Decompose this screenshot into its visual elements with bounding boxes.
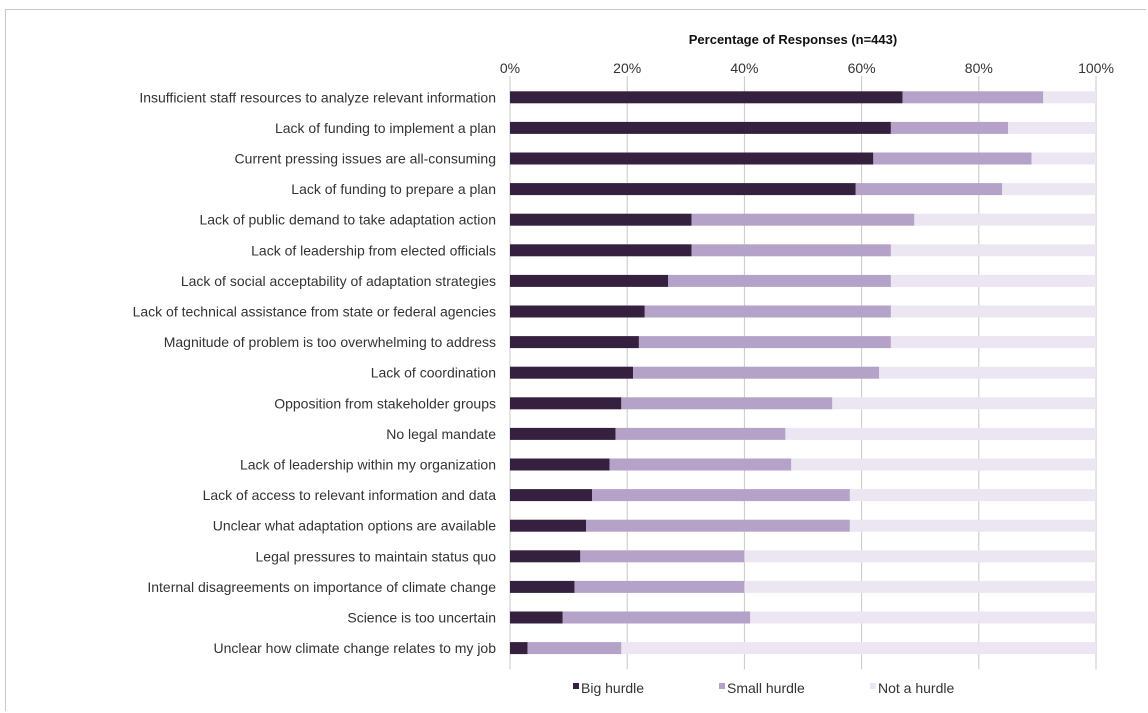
bar-big-hurdle (510, 274, 669, 287)
bar-not-a-hurdle (744, 550, 1096, 563)
bar-not-a-hurdle (849, 519, 1096, 532)
bar-small-hurdle (527, 642, 622, 655)
bar-not-a-hurdle (1031, 152, 1096, 165)
bar-not-a-hurdle (849, 489, 1096, 502)
legend-label: Big hurdle (581, 680, 644, 696)
bar-not-a-hurdle (914, 213, 1096, 226)
category-label: Unclear how climate change relates to my… (214, 640, 497, 656)
x-tick-label: 80% (965, 60, 993, 76)
legend-swatch (870, 683, 876, 689)
bar-not-a-hurdle (1002, 183, 1096, 196)
bar-small-hurdle (592, 489, 850, 502)
legend-swatch (573, 683, 579, 689)
bar-big-hurdle (510, 183, 856, 196)
legend-swatch (719, 683, 725, 689)
bar-big-hurdle (510, 121, 891, 134)
category-label: Lack of funding to prepare a plan (291, 181, 496, 197)
bar-big-hurdle (510, 519, 587, 532)
category-label: Internal disagreements on importance of … (147, 579, 496, 595)
bar-small-hurdle (855, 183, 1003, 196)
bar-not-a-hurdle (890, 274, 1096, 287)
bar-big-hurdle (510, 611, 563, 624)
chart-frame (5, 9, 1146, 711)
bar-small-hurdle (691, 213, 915, 226)
bar-small-hurdle (873, 152, 1032, 165)
bar-small-hurdle (609, 458, 792, 471)
x-tick-label: 40% (730, 60, 758, 76)
legend-label: Small hurdle (727, 680, 805, 696)
bar-big-hurdle (510, 458, 610, 471)
bar-small-hurdle (691, 244, 891, 257)
bar-small-hurdle (633, 366, 880, 379)
category-label: Lack of funding to implement a plan (275, 120, 496, 136)
category-label: Current pressing issues are all-consumin… (235, 151, 496, 167)
bar-big-hurdle (510, 489, 593, 502)
bar-not-a-hurdle (750, 611, 1096, 624)
bar-big-hurdle (510, 366, 634, 379)
category-label: Insufficient staff resources to analyze … (139, 89, 496, 105)
bar-big-hurdle (510, 336, 639, 349)
category-label: Lack of coordination (371, 365, 496, 381)
bar-not-a-hurdle (621, 642, 1096, 655)
bar-big-hurdle (510, 427, 616, 440)
bar-small-hurdle (638, 336, 891, 349)
x-tick-label: 20% (613, 60, 641, 76)
category-label: Lack of public demand to take adaptation… (199, 212, 496, 228)
category-label: No legal mandate (386, 426, 496, 442)
bar-small-hurdle (902, 91, 1044, 104)
category-label: Legal pressures to maintain status quo (256, 548, 497, 564)
category-label: Science is too uncertain (347, 610, 496, 626)
bar-small-hurdle (668, 274, 891, 287)
category-label: Opposition from stakeholder groups (274, 395, 496, 411)
category-label: Unclear what adaptation options are avai… (213, 518, 497, 534)
bar-big-hurdle (510, 305, 645, 318)
bar-not-a-hurdle (744, 580, 1096, 593)
bar-big-hurdle (510, 550, 581, 563)
x-tick-label: 100% (1078, 60, 1114, 76)
x-tick-label: 60% (848, 60, 876, 76)
bar-not-a-hurdle (785, 427, 1096, 440)
bar-not-a-hurdle (832, 397, 1096, 410)
bar-not-a-hurdle (879, 366, 1096, 379)
bar-small-hurdle (574, 580, 745, 593)
bar-small-hurdle (586, 519, 850, 532)
bar-big-hurdle (510, 91, 903, 104)
bar-small-hurdle (562, 611, 751, 624)
bar-big-hurdle (510, 213, 692, 226)
bar-big-hurdle (510, 152, 874, 165)
bar-not-a-hurdle (1043, 91, 1096, 104)
bar-small-hurdle (615, 427, 786, 440)
bar-small-hurdle (890, 121, 1009, 134)
bar-small-hurdle (621, 397, 833, 410)
category-label: Lack of social acceptability of adaptati… (181, 273, 496, 289)
category-label: Lack of technical assistance from state … (133, 304, 496, 320)
bar-small-hurdle (644, 305, 891, 318)
bar-not-a-hurdle (791, 458, 1096, 471)
bar-big-hurdle (510, 244, 692, 257)
x-tick-label: 0% (500, 60, 520, 76)
category-label: Magnitude of problem is too overwhelming… (164, 334, 496, 350)
legend-label: Not a hurdle (878, 680, 954, 696)
bar-not-a-hurdle (890, 244, 1096, 257)
bar-not-a-hurdle (890, 305, 1096, 318)
bar-small-hurdle (580, 550, 745, 563)
category-label: Lack of leadership within my organizatio… (240, 457, 496, 473)
chart-title: Percentage of Responses (n=443) (689, 32, 897, 47)
category-label: Lack of access to relevant information a… (203, 487, 497, 503)
bar-not-a-hurdle (890, 336, 1096, 349)
bar-not-a-hurdle (1008, 121, 1096, 134)
bar-big-hurdle (510, 580, 575, 593)
bar-big-hurdle (510, 397, 622, 410)
bar-big-hurdle (510, 642, 528, 655)
category-label: Lack of leadership from elected official… (251, 242, 496, 258)
